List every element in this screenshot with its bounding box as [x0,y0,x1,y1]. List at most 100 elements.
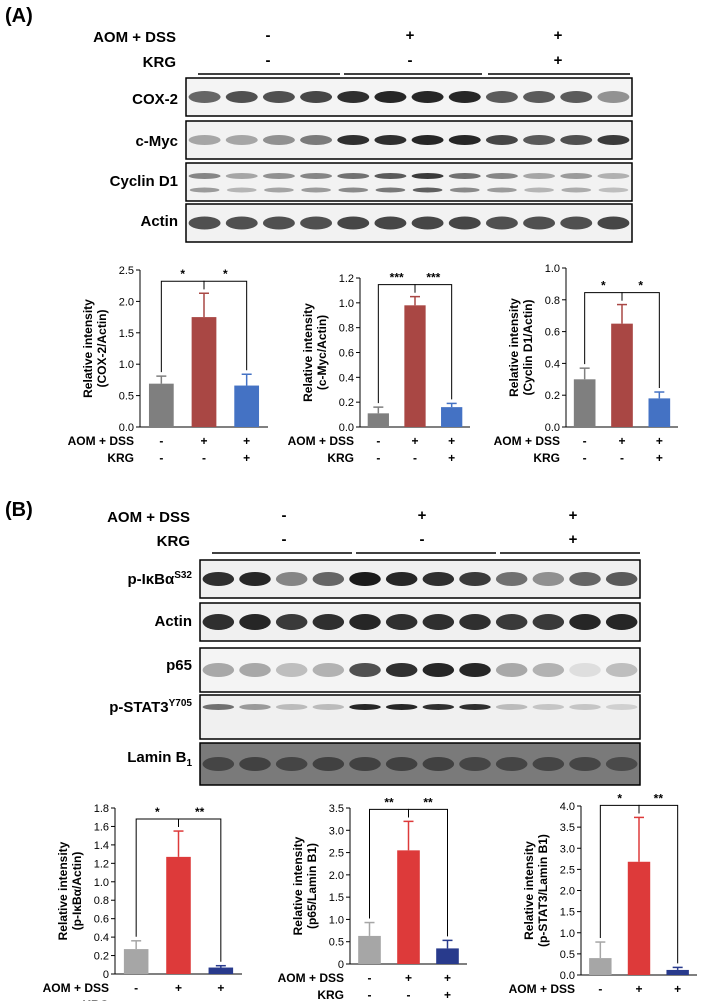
blot-cox2-frame [185,77,633,117]
blot-band [422,614,455,630]
significance-bracket [638,804,679,964]
blot-band [300,91,333,103]
y-tick-label: 0.0 [545,422,560,434]
blot-band [523,173,556,179]
y-tick-label: 2.0 [119,296,134,308]
blot-band [188,91,221,103]
blot-band [349,614,381,630]
blot-band [202,757,235,771]
significance-bracket [621,292,660,389]
blot-band [485,91,518,103]
blot-label-cmyc: c-Myc [135,133,178,150]
blot-band [262,216,295,230]
blot-band-lower [301,187,331,193]
blot-band [225,173,258,179]
blot-band [349,663,381,677]
y-tick-label: 0 [338,959,344,971]
y-tick-label: 0.2 [339,397,354,409]
blot-laminb1 [199,742,641,786]
blot-band [374,216,407,230]
condition-sign: - [368,971,372,985]
blot-band [422,663,455,677]
blot-band [411,216,444,230]
significance-label: ** [384,795,394,809]
bar-chart-a1: 0.0 0.5 1.0 1.5 2.0 2.5 Relative intensity(COX… [68,265,268,465]
y-axis-label: Relative intensity(COX-2/Actin) [81,299,109,398]
y-tick-label: 0.4 [545,358,560,370]
bar [367,413,389,427]
blot-band [485,216,518,230]
blot-band [300,135,333,145]
condition-sign: - [202,451,206,465]
blot-p65 [199,647,641,693]
condition-sign: + [217,998,224,1001]
western-blots-panel-a [185,77,633,243]
condition-label: AOM + DSS [509,982,575,996]
y-tick-label: 0 [103,969,109,981]
y-tick-label: 1.5 [329,892,344,904]
blot-band [225,135,258,145]
blot-band-lower [375,187,406,193]
blot-band [312,572,345,586]
condition-sign: - [159,434,163,448]
blot-band [239,663,271,677]
condition-sign: - [376,451,380,465]
condition-sign: - [134,998,138,1001]
panel-b-krg-label: KRG [157,533,190,550]
blot-band [275,572,308,586]
blot-label-actin-b: Actin [155,613,193,630]
condition-sign: + [674,982,681,996]
blot-band [532,572,565,586]
blot-band [569,614,601,630]
y-axis-label: Relative intensity(Cyclin D1/Actin) [507,298,535,397]
y-tick-label: 1.0 [339,298,354,310]
condition-sign: + [618,434,625,448]
y-tick-label: 1.8 [94,803,109,815]
panel-b-aomdss-sign-2: + [418,507,427,524]
y-tick-label: 2.5 [119,265,134,277]
y-tick-label: 0.5 [119,391,134,403]
condition-label: KRG [548,999,575,1001]
blot-band-lower [598,187,629,193]
bar [627,861,651,975]
panel-b-label: (B) [5,499,33,521]
blot-cmyc [185,120,633,160]
blot-band [422,757,455,771]
blot-band [569,663,601,677]
blot-cox2 [185,77,633,117]
blot-band [312,614,345,630]
blot-band [312,757,345,771]
blot-band [569,704,601,710]
significance-label: *** [390,271,404,285]
panel-a-label: (A) [5,5,33,27]
blot-band [523,135,556,145]
blot-band [337,173,370,179]
panel-a-aomdss-sign-3: + [554,27,563,44]
panel-a-aomdss-sign-2: + [406,27,415,44]
blot-band [239,572,271,586]
condition-sign: + [405,971,412,985]
blot-band [225,91,258,103]
blot-band [560,216,593,230]
condition-sign: - [598,982,602,996]
blot-band [239,704,271,710]
condition-sign: + [635,982,642,996]
blot-band [560,173,593,179]
blot-band [188,216,221,230]
y-tick-label: 3.5 [329,803,344,815]
blot-band [312,704,345,710]
blot-band [300,216,333,230]
blot-band-lower [226,187,257,193]
bar-charts-panel-a: 0.0 0.5 1.0 1.5 2.0 2.5 Relative intensity(COX… [68,263,678,465]
blot-band [275,663,308,677]
blot-band [448,216,481,230]
blot-actin-a [185,203,633,243]
blot-band [411,173,444,179]
blot-band-lower [412,187,443,193]
y-tick-label: 0.6 [94,914,109,926]
blot-band-lower [487,187,517,193]
blot-band [385,572,418,586]
y-tick-label: 1.0 [545,263,560,275]
blot-band [485,173,518,179]
